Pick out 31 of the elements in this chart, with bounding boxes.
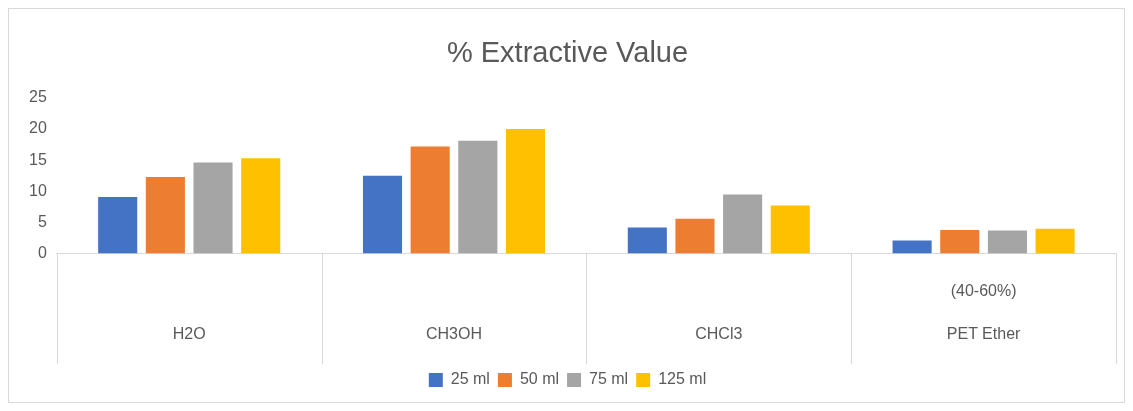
bar (770, 205, 810, 254)
y-tick-label: 25 (29, 88, 47, 106)
y-tick-label: 5 (37, 212, 47, 230)
legend-label: 50 ml (519, 370, 560, 388)
bar (193, 162, 233, 254)
bar (145, 176, 185, 254)
x-tick-label: CHCl3 (695, 324, 743, 342)
category-label: (40-60%) PET Ether (946, 281, 1021, 342)
bar (892, 240, 932, 254)
bar (362, 175, 403, 254)
legend-label: 75 ml (589, 370, 629, 388)
bar (627, 227, 667, 254)
chart-title: % Extractive Value (446, 36, 689, 69)
bar (723, 194, 763, 254)
legend-label: 125 ml (658, 370, 707, 388)
bar (1035, 228, 1075, 254)
bar (940, 229, 980, 254)
bar (98, 196, 138, 254)
y-tick-label: 15 (29, 150, 47, 168)
x-tick-label: H2O (172, 324, 206, 342)
bar (505, 128, 546, 254)
y-tick-label: 0 (37, 244, 47, 262)
x-tick-label: CH3OH (425, 324, 483, 342)
bar (987, 230, 1027, 254)
bar (458, 140, 498, 254)
bar (675, 218, 715, 254)
y-tick-label: 10 (29, 181, 47, 199)
bar (410, 146, 450, 254)
bar (241, 158, 281, 254)
legend-label: 25 ml (450, 370, 490, 388)
y-tick-label: 20 (29, 119, 47, 137)
